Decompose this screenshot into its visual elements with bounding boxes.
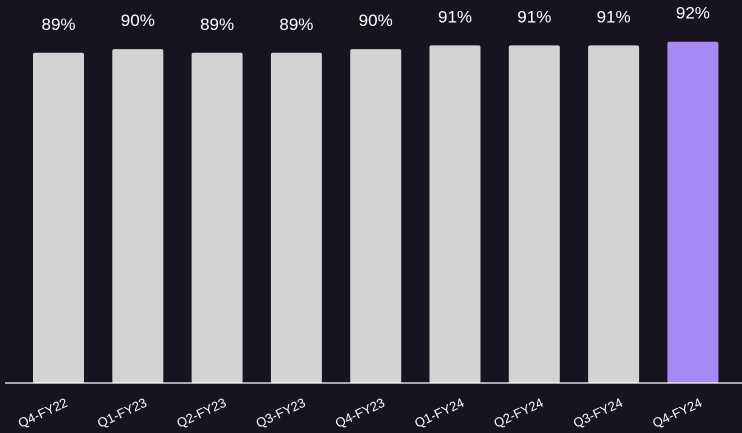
bars-group: [33, 41, 719, 384]
data-label-q1-fy24: 91%: [438, 7, 472, 26]
bar-q2-fy23: [191, 52, 243, 384]
bar-q3-fy24: [588, 45, 640, 384]
bar-q3-fy23: [270, 52, 322, 384]
data-label-q2-fy23: 89%: [200, 15, 234, 34]
bar-q2-fy24: [508, 45, 560, 384]
bar-q4-fy23: [350, 49, 402, 383]
bar-q1-fy23: [112, 49, 164, 383]
bar-q4-fy22: [33, 52, 84, 384]
data-label-q3-fy24: 91%: [597, 7, 631, 26]
data-label-q4-fy23: 90%: [359, 11, 393, 30]
data-label-q3-fy23: 89%: [279, 15, 313, 34]
data-label-q1-fy23: 90%: [121, 11, 155, 30]
bar-q1-fy24: [429, 45, 481, 384]
value-labels-group: 89% 90% 89% 89% 90% 91% 91% 91% 92%: [41, 4, 709, 34]
bar-q4-fy24: [667, 41, 719, 383]
data-label-q2-fy24: 91%: [517, 7, 551, 26]
data-label-q4-fy22: 89%: [41, 15, 75, 34]
data-label-q4-fy24: 92%: [676, 4, 710, 23]
